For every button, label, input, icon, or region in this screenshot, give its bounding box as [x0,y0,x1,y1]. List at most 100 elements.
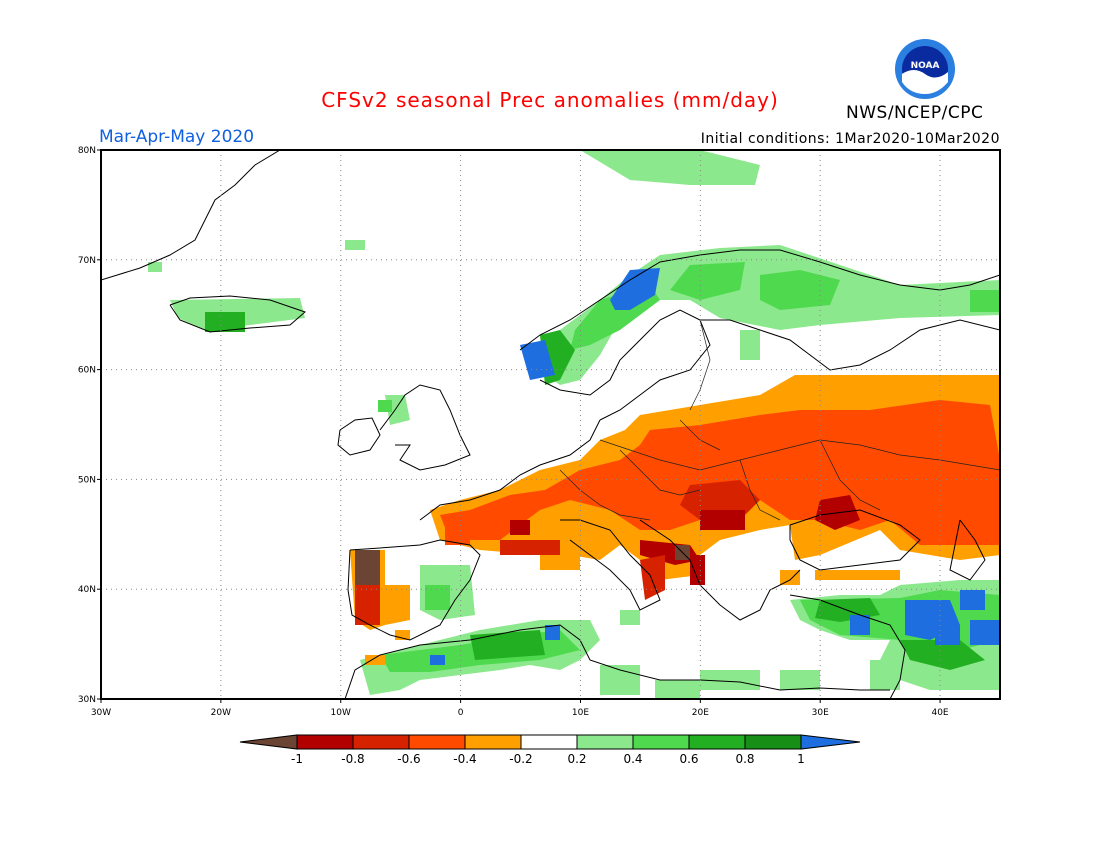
anomaly-patch [440,400,1000,545]
anomaly-patch [205,312,245,332]
legend-swatch [408,734,466,750]
legend-swatch [688,734,746,750]
lat-label: 30N [78,695,96,705]
lon-label: 40E [931,708,948,718]
legend-tick-label: 0.4 [623,752,642,766]
anomaly-patch [610,268,660,310]
legend-labels: -1 -0.8 -0.6 -0.4 -0.2 0.2 0.4 0.6 0.8 1 [291,752,805,766]
anomaly-patch [935,625,960,645]
coastline [789,509,921,571]
anomaly-patch [355,550,380,585]
anomaly-patch [378,400,392,412]
legend-arrow-low [239,734,298,750]
axis-labels: 30W 20W 10W 0 10E 20E 30E 40E 30N 40N 50N 60N 70N 80N [78,146,949,718]
lon-label: 20W [211,708,231,718]
anomaly-patch [670,262,745,300]
coastlines [101,150,1000,699]
coastline [344,624,890,699]
initial-conditions-label: Initial conditions: 1Mar2020-10Mar2020 [700,131,1000,147]
legend-tick-label: -0.6 [397,752,420,766]
legend-tick-label: 0.8 [735,752,754,766]
country-border [819,439,881,511]
anomaly-patch [970,290,1000,312]
season-label: Mar-Apr-May 2020 [99,127,255,147]
coastline [101,150,281,281]
lon-label: 30W [91,708,111,718]
anomaly-patch [690,555,705,585]
coastline [560,519,661,611]
anomaly-patch [970,620,1000,645]
legend-swatch [576,734,634,750]
coastline [337,417,381,456]
legend-bar [239,734,861,750]
country-border [739,459,781,521]
anomaly-patch [445,520,470,545]
lat-label: 50N [78,475,96,485]
legend-swatch [296,734,354,750]
anomaly-patch [870,660,900,690]
legend-swatch [632,734,690,750]
lon-label: 10E [572,708,589,718]
agency-label: NWS/NCEP/CPC [846,103,984,123]
legend-tick-label: -0.8 [341,752,364,766]
lat-label: 80N [78,146,96,156]
anomaly-patch [545,625,560,640]
anomaly-patch [780,570,800,585]
legend-tick-label: -1 [291,752,303,766]
lon-label: 30E [812,708,829,718]
anomaly-patch [425,585,450,610]
coastline [639,519,801,621]
coastline [519,249,1000,351]
anomaly-patch [470,630,545,660]
noaa-logo: NOAA [895,39,955,99]
legend-swatch [520,734,578,750]
lat-label: 70N [78,256,96,266]
coastline [347,539,481,641]
anomaly-patch [430,655,445,665]
anomaly-patch [740,330,760,360]
coastline [539,309,711,421]
anomaly-patch [365,655,385,665]
legend-tick-label: -0.2 [509,752,532,766]
coastline [379,384,471,471]
legend-swatch [744,734,802,750]
country-border [619,449,701,496]
legend-swatch [464,734,522,750]
legend-tick-label: -0.4 [453,752,476,766]
country-border [559,469,651,521]
legend-tick-label: 0.6 [679,752,698,766]
lat-label: 60N [78,366,96,376]
anomaly-patch [700,510,745,530]
anomaly-patch [620,610,640,625]
legend-tick-label: 0.2 [567,752,586,766]
anomaly-patch [345,240,365,250]
chart-title: CFSv2 seasonal Prec anomalies (mm/day) [321,88,779,112]
lat-label: 40N [78,585,96,595]
anomaly-patch [780,670,820,690]
legend-tick-label: 1 [797,752,805,766]
anomaly-patch [700,670,760,690]
legend-arrow-high [800,734,861,750]
anomaly-patch [815,570,900,580]
anomaly-patch [960,590,985,610]
legend-swatch [352,734,410,750]
coastline [949,519,986,581]
anomaly-patch [395,585,410,615]
lon-label: 0 [458,708,464,718]
map-frame [100,149,1001,700]
anomaly-patch [580,150,760,185]
anomaly-patch [900,640,985,670]
coastline [419,419,601,521]
country-border [689,319,711,411]
anomaly-patch [540,555,580,570]
anomaly-patch [655,680,700,699]
anomaly-patch [850,615,870,635]
anomaly-patch [148,262,162,272]
lon-label: 10W [331,708,351,718]
logo-text: NOAA [911,61,940,71]
anomaly-patch [510,520,530,535]
lon-label: 20E [692,708,709,718]
country-border [599,439,1000,471]
